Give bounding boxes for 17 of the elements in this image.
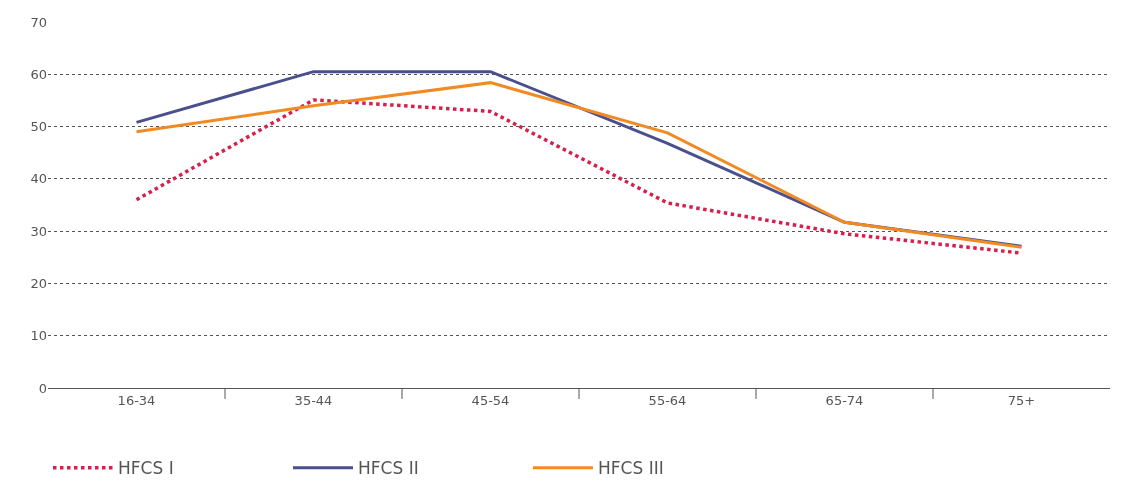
- legend-label: HFCS III: [598, 458, 664, 479]
- y-tick-label: 70: [30, 14, 47, 30]
- x-tick-label: 16-34: [117, 392, 156, 408]
- x-tick-label: 55-64: [648, 392, 687, 408]
- x-tick-label: 35-44: [294, 392, 333, 408]
- y-tick-label: 50: [30, 119, 47, 135]
- legend-label: HFCS II: [358, 458, 419, 479]
- y-tick-label: 30: [30, 223, 47, 239]
- y-tick-label: 60: [30, 66, 47, 82]
- legend-label: HFCS I: [118, 458, 174, 479]
- x-tick-label: 75+: [1007, 392, 1036, 408]
- y-tick-label: 40: [30, 171, 47, 187]
- y-tick-label: 0: [38, 380, 47, 396]
- y-tick-label: 20: [30, 275, 47, 291]
- x-tick-label: 45-54: [471, 392, 510, 408]
- y-tick-label: 10: [30, 328, 47, 344]
- x-tick-label: 65-74: [825, 392, 864, 408]
